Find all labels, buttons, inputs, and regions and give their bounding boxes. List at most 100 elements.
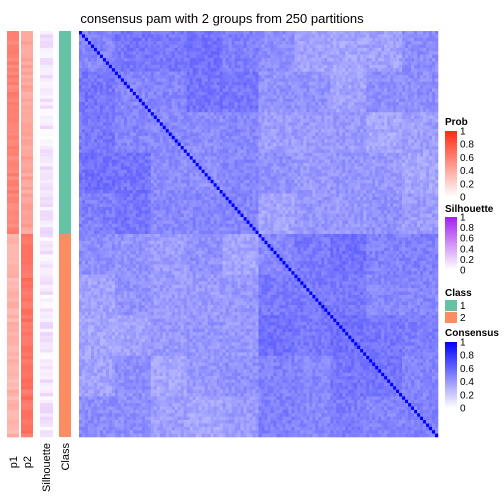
silhouette-cell <box>40 267 53 272</box>
consensus-cell <box>180 78 185 83</box>
consensus-cell <box>387 95 391 99</box>
consensus-cell <box>243 37 247 42</box>
consensus-cell <box>279 41 283 45</box>
consensus-cell <box>327 156 331 160</box>
consensus-cell <box>408 142 412 147</box>
consensus-cell <box>159 41 164 45</box>
consensus-cell <box>249 64 253 69</box>
consensus-cell <box>147 51 152 55</box>
consensus-cell <box>366 54 370 59</box>
consensus-cell <box>429 37 433 42</box>
consensus-cell <box>288 78 292 83</box>
p2-cell <box>21 328 33 333</box>
consensus-cell <box>240 146 244 150</box>
consensus-cell <box>336 91 340 96</box>
p2-cell <box>21 325 33 330</box>
consensus-cell <box>354 142 358 147</box>
consensus-cell <box>372 51 376 55</box>
consensus-cell <box>120 31 125 35</box>
consensus-cell <box>306 122 310 127</box>
consensus-cell <box>267 37 271 42</box>
consensus-cell <box>108 58 113 62</box>
consensus-cell <box>207 81 211 86</box>
consensus-cell <box>93 64 98 69</box>
consensus-diagonal-cell <box>114 71 119 76</box>
consensus-cell <box>279 152 283 157</box>
consensus-cell <box>333 135 337 140</box>
consensus-cell <box>339 34 343 39</box>
consensus-cell <box>399 81 403 86</box>
consensus-cell <box>96 44 101 49</box>
consensus-cell <box>270 34 274 39</box>
consensus-cell <box>186 51 190 55</box>
consensus-cell <box>192 112 196 116</box>
consensus-cell <box>198 44 202 49</box>
consensus-cell <box>267 135 271 140</box>
consensus-cell <box>270 149 274 154</box>
consensus-cell <box>249 105 253 110</box>
consensus-cell <box>144 37 149 42</box>
consensus-cell <box>225 105 229 110</box>
consensus-cell <box>177 61 182 66</box>
consensus-cell <box>255 118 259 123</box>
consensus-cell <box>213 102 217 106</box>
consensus-cell <box>96 34 101 39</box>
consensus-cell <box>246 81 250 86</box>
consensus-cell <box>147 44 152 49</box>
consensus-cell <box>363 122 367 127</box>
consensus-cell <box>306 105 310 110</box>
consensus-cell <box>135 108 140 113</box>
consensus-cell <box>411 132 415 137</box>
consensus-cell <box>258 31 262 35</box>
consensus-cell <box>375 156 379 160</box>
consensus-cell <box>105 74 110 79</box>
consensus-cell <box>429 139 433 143</box>
consensus-cell <box>249 115 253 120</box>
p1-cell <box>7 118 19 123</box>
consensus-cell <box>147 139 152 143</box>
consensus-cell <box>396 78 400 83</box>
consensus-cell <box>189 44 193 49</box>
consensus-cell <box>288 37 292 42</box>
consensus-cell <box>126 91 131 96</box>
consensus-cell <box>273 118 277 123</box>
consensus-cell <box>183 152 187 157</box>
consensus-cell <box>183 115 187 120</box>
consensus-cell <box>345 58 349 62</box>
consensus-cell <box>372 78 376 83</box>
consensus-cell <box>399 102 403 106</box>
consensus-cell <box>300 31 304 35</box>
consensus-cell <box>342 85 346 89</box>
consensus-cell <box>381 115 385 120</box>
consensus-cell <box>117 102 122 106</box>
consensus-cell <box>297 34 301 39</box>
consensus-cell <box>261 115 265 120</box>
consensus-cell <box>177 125 182 130</box>
consensus-cell <box>132 61 137 66</box>
consensus-cell <box>369 44 373 49</box>
consensus-cell <box>225 88 229 93</box>
consensus-cell <box>414 122 418 127</box>
consensus-cell <box>354 105 358 110</box>
consensus-cell <box>321 95 325 99</box>
consensus-cell <box>79 139 83 143</box>
consensus-cell <box>111 142 116 147</box>
consensus-cell <box>279 34 283 39</box>
consensus-cell <box>222 81 226 86</box>
consensus-cell <box>291 85 295 89</box>
consensus-cell <box>435 156 439 160</box>
consensus-cell <box>264 98 268 103</box>
consensus-cell <box>81 118 86 123</box>
consensus-cell <box>147 54 152 59</box>
consensus-cell <box>297 118 301 123</box>
consensus-cell <box>267 74 271 79</box>
consensus-cell <box>303 68 307 72</box>
consensus-cell <box>324 152 328 157</box>
consensus-cell <box>351 122 355 127</box>
consensus-cell <box>135 98 140 103</box>
consensus-cell <box>369 78 373 83</box>
consensus-cell <box>261 91 265 96</box>
consensus-cell <box>165 31 170 35</box>
consensus-cell <box>213 139 217 143</box>
consensus-cell <box>195 44 199 49</box>
